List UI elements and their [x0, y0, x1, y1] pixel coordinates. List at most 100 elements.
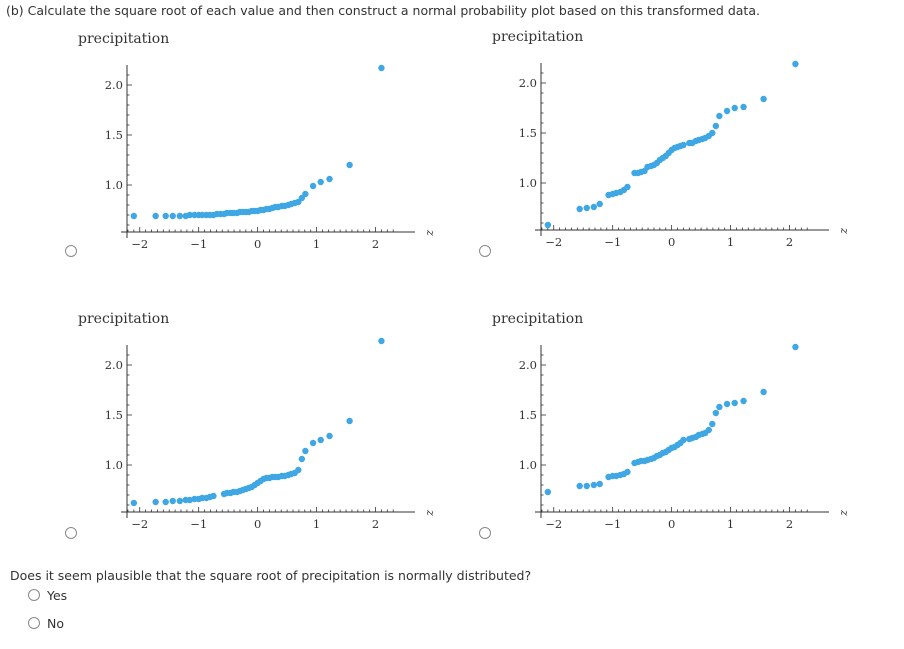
probability-plot-3: precipitation −2 −1 0 1 2 1.0 1.5 2.0 z	[78, 311, 437, 531]
data-point	[130, 499, 138, 507]
x-tick-label: −2	[131, 237, 148, 251]
y-axis-title: precipitation	[492, 311, 583, 327]
data-point	[583, 204, 590, 212]
y-axis-title: precipitation	[492, 29, 583, 45]
x-tick-label: −1	[190, 517, 207, 531]
data-point	[583, 482, 590, 490]
data-point	[731, 104, 738, 112]
x-axis-title: z	[838, 509, 851, 516]
data-point	[760, 95, 767, 103]
data-point	[590, 203, 598, 211]
data-point	[169, 212, 176, 220]
data-point	[792, 60, 799, 68]
x-tick-label: 2	[372, 517, 379, 531]
x-tick-label: 2	[786, 517, 793, 531]
x-tick-label: 0	[668, 235, 675, 249]
x-axis-title: z	[424, 509, 437, 516]
chart-option-radio-3[interactable]	[65, 527, 77, 539]
data-point	[731, 399, 738, 407]
data-point	[378, 64, 385, 72]
data-point	[709, 420, 716, 428]
y-tick-label: 2.0	[519, 76, 537, 90]
no-radio[interactable]	[28, 617, 40, 629]
data-point	[590, 481, 598, 489]
data-point	[295, 466, 302, 474]
data-point	[302, 190, 309, 198]
y-tick-label: 1.0	[519, 176, 537, 190]
data-point	[346, 417, 353, 425]
data-point	[298, 455, 306, 463]
data-point	[712, 122, 720, 130]
y-tick-label: 1.0	[105, 178, 123, 192]
data-point	[576, 482, 583, 490]
no-label: No	[47, 616, 64, 631]
data-point	[186, 211, 194, 219]
data-point	[152, 498, 159, 506]
x-tick-label: 0	[254, 237, 261, 251]
data-point	[624, 468, 631, 476]
data-point	[740, 397, 747, 405]
x-tick-label: −1	[190, 237, 207, 251]
x-tick-label: −1	[604, 235, 621, 249]
y-tick-label: 1.0	[519, 458, 537, 472]
x-tick-label: 1	[727, 517, 734, 531]
yes-radio[interactable]	[28, 589, 40, 601]
probability-plot-1: precipitation −2 −1 0 1 2 1.0 1.5 2.0 z	[78, 31, 437, 251]
x-tick-label: 0	[254, 517, 261, 531]
data-point	[378, 337, 385, 345]
data-point	[709, 129, 716, 137]
data-point	[302, 447, 309, 455]
data-point	[712, 409, 720, 417]
x-tick-label: −2	[545, 517, 562, 531]
data-point	[716, 403, 723, 411]
question-b-text: (b) Calculate the square root of each va…	[6, 3, 760, 18]
data-point	[680, 141, 687, 149]
data-point	[309, 439, 317, 447]
data-point	[544, 221, 552, 229]
x-tick-label: 2	[372, 237, 379, 251]
data-point	[723, 400, 731, 408]
data-point	[210, 492, 217, 500]
y-tick-label: 2.0	[519, 358, 537, 372]
data-point	[740, 103, 747, 111]
data-point	[792, 343, 799, 351]
data-point	[596, 480, 603, 488]
plausible-question-text: Does it seem plausible that the square r…	[10, 568, 532, 583]
data-point	[317, 178, 324, 186]
data-point	[309, 182, 317, 190]
y-tick-label: 2.0	[105, 358, 123, 372]
x-axis-title: z	[424, 229, 437, 236]
y-tick-label: 1.5	[519, 126, 537, 140]
y-tick-label: 2.0	[105, 78, 123, 92]
data-point	[152, 212, 159, 220]
data-point	[169, 497, 176, 505]
y-tick-label: 1.0	[105, 458, 123, 472]
data-point	[176, 212, 184, 220]
chart-option-radio-2[interactable]	[479, 245, 491, 257]
data-point	[723, 107, 731, 115]
probability-plot-2: precipitation −2 −1 0 1 2 1.0 1.5 2.0 z	[492, 29, 851, 249]
x-tick-label: 1	[313, 517, 320, 531]
x-axis-title: z	[838, 227, 851, 234]
y-axis-title: precipitation	[78, 311, 169, 327]
data-point	[544, 488, 552, 496]
y-tick-label: 1.5	[105, 128, 123, 142]
data-point	[596, 200, 603, 208]
x-tick-label: 1	[727, 235, 734, 249]
x-tick-label: 0	[668, 517, 675, 531]
y-tick-label: 1.5	[519, 408, 537, 422]
data-point	[130, 212, 138, 220]
data-point	[760, 388, 767, 396]
x-tick-label: 1	[313, 237, 320, 251]
data-point	[705, 426, 712, 434]
data-point	[162, 498, 169, 506]
data-point	[680, 436, 687, 444]
chart-option-radio-4[interactable]	[479, 527, 491, 539]
data-point	[576, 205, 583, 213]
x-tick-label: −2	[131, 517, 148, 531]
probability-plot-4: precipitation −2 −1 0 1 2 1.0 1.5 2.0 z	[492, 311, 851, 531]
data-point	[346, 161, 353, 169]
data-point	[624, 183, 631, 191]
chart-option-radio-1[interactable]	[65, 245, 77, 257]
x-tick-label: 2	[786, 235, 793, 249]
